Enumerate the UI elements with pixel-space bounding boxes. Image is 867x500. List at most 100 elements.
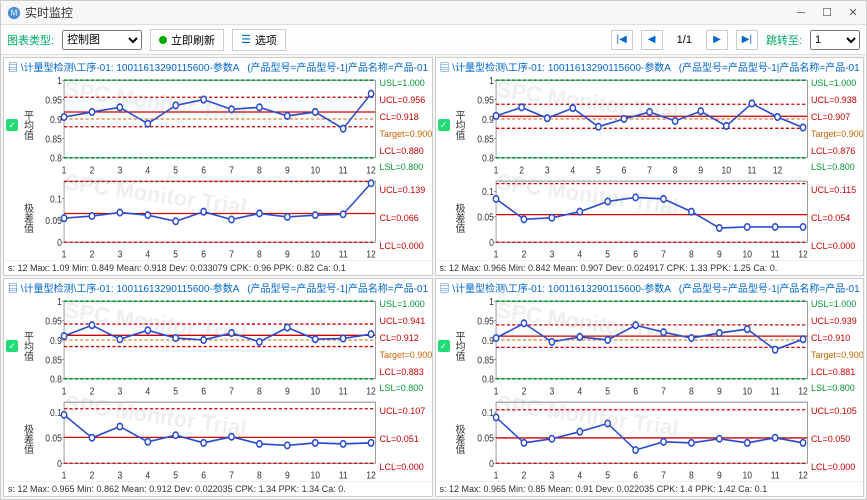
- panel-checkbox[interactable]: ✓: [438, 119, 450, 131]
- svg-text:7: 7: [229, 165, 234, 176]
- svg-text:0.9: 0.9: [481, 335, 493, 347]
- limit-label-ucl: UCL=0.956: [380, 95, 432, 105]
- svg-text:11: 11: [339, 248, 348, 260]
- svg-text:0.9: 0.9: [50, 114, 62, 126]
- chart-type-label: 图表类型:: [7, 32, 54, 48]
- close-button[interactable]: ✕: [846, 6, 860, 20]
- limit-label-cl: CL=0.912: [380, 333, 432, 343]
- options-button[interactable]: ☰ 选项: [232, 29, 286, 51]
- svg-text:11: 11: [339, 165, 348, 176]
- limit-label-cl: CL=0.054: [811, 213, 863, 223]
- svg-text:0.85: 0.85: [45, 355, 62, 367]
- svg-text:2: 2: [90, 386, 95, 397]
- page-indicator: 1/1: [671, 34, 698, 46]
- svg-text:12: 12: [798, 248, 808, 260]
- svg-text:1: 1: [57, 75, 62, 87]
- refresh-dot-icon: [159, 36, 167, 44]
- limit-labels-top: USL=1.000UCL=0.956CL=0.918Target=0.900LC…: [378, 75, 432, 176]
- app-icon: M: [7, 6, 21, 20]
- limit-label-ucl: UCL=0.115: [811, 185, 863, 195]
- svg-text:4: 4: [577, 469, 582, 481]
- minimize-button[interactable]: ─: [794, 6, 808, 20]
- svg-text:6: 6: [621, 165, 626, 176]
- svg-text:9: 9: [716, 386, 721, 397]
- chart-type-select[interactable]: 控制图: [62, 30, 142, 50]
- svg-text:0.85: 0.85: [477, 134, 494, 146]
- svg-text:7: 7: [661, 248, 666, 260]
- svg-text:9: 9: [285, 469, 290, 481]
- limit-labels-bottom: UCL=0.105CL=0.050LCL=0.000: [809, 397, 863, 481]
- limit-label-target: Target=0.900: [811, 129, 863, 139]
- svg-text:8: 8: [257, 165, 262, 176]
- limit-label-ucl: UCL=0.105: [811, 406, 863, 416]
- limit-labels-bottom: UCL=0.107CL=0.051LCL=0.000: [378, 397, 432, 481]
- svg-text:7: 7: [229, 469, 234, 481]
- svg-text:M: M: [11, 8, 18, 17]
- svg-text:11: 11: [770, 469, 779, 481]
- panel-checkbox[interactable]: ✓: [6, 119, 18, 131]
- stats-line: s: 12 Max: 1.09 Min: 0.849 Mean: 0.918 D…: [4, 260, 432, 275]
- nav-last-button[interactable]: ▶|: [736, 30, 758, 50]
- svg-text:10: 10: [742, 386, 752, 397]
- jump-select[interactable]: 1: [810, 30, 860, 50]
- limit-label-usl: USL=1.000: [380, 299, 432, 309]
- svg-text:8: 8: [257, 469, 262, 481]
- y-axis-label-bottom: 极差值: [451, 424, 466, 454]
- svg-text:0.8: 0.8: [50, 153, 62, 165]
- limit-label-cl: CL=0.910: [811, 333, 863, 343]
- nav-first-button[interactable]: |◀: [611, 30, 633, 50]
- svg-text:7: 7: [647, 165, 652, 176]
- limit-label-lcl: LCL=0.000: [380, 462, 432, 472]
- refresh-button[interactable]: 立即刷新: [150, 29, 224, 51]
- svg-text:0.95: 0.95: [45, 95, 62, 107]
- svg-text:4: 4: [145, 248, 150, 260]
- limit-labels-top: USL=1.000UCL=0.938CL=0.907Target=0.900LC…: [809, 75, 863, 176]
- nav-next-button[interactable]: ▶: [706, 30, 728, 50]
- svg-text:0.95: 0.95: [45, 316, 62, 328]
- svg-text:7: 7: [229, 386, 234, 397]
- svg-text:6: 6: [201, 469, 206, 481]
- svg-text:0.1: 0.1: [481, 406, 493, 418]
- svg-text:12: 12: [366, 165, 376, 176]
- limit-label-ucl: UCL=0.107: [380, 406, 432, 416]
- svg-text:9: 9: [285, 165, 290, 176]
- limit-label-lsl: LSL=0.800: [380, 162, 432, 172]
- limit-label-cl: CL=0.066: [380, 213, 432, 223]
- limit-label-ucl: UCL=0.941: [380, 316, 432, 326]
- svg-text:0.8: 0.8: [50, 374, 62, 386]
- svg-text:5: 5: [173, 248, 178, 260]
- limit-label-ucl: UCL=0.938: [811, 95, 863, 105]
- limit-labels-top: USL=1.000UCL=0.941CL=0.912Target=0.900LC…: [378, 296, 432, 397]
- panel-checkbox[interactable]: ✓: [438, 340, 450, 352]
- maximize-button[interactable]: ☐: [820, 6, 834, 20]
- y-axis-label-top: 平均值: [451, 110, 466, 140]
- y-axis-label-top: 平均值: [20, 331, 35, 361]
- limit-label-ucl: UCL=0.139: [380, 185, 432, 195]
- svg-text:5: 5: [605, 469, 610, 481]
- svg-text:9: 9: [285, 386, 290, 397]
- limit-label-target: Target=0.900: [380, 129, 432, 139]
- svg-text:1: 1: [57, 296, 62, 308]
- app-window: M 实时监控 ─ ☐ ✕ 图表类型: 控制图 立即刷新 ☰ 选项 |◀ ◀ 1/…: [0, 0, 867, 500]
- panel-checkbox[interactable]: ✓: [6, 340, 18, 352]
- doc-icon: ▤: [440, 284, 450, 295]
- svg-text:2: 2: [90, 248, 95, 260]
- svg-text:9: 9: [716, 469, 721, 481]
- panel-title: ▤ \计量型检测\工序-01: 10011613290115600-参数A (产…: [436, 279, 864, 296]
- svg-text:1: 1: [489, 296, 494, 308]
- limit-label-usl: USL=1.000: [811, 299, 863, 309]
- svg-text:1: 1: [62, 165, 67, 176]
- range-chart: 00.050.1123456789101112 SPC Monitor Tria…: [466, 176, 810, 260]
- svg-text:6: 6: [201, 248, 206, 260]
- doc-icon: ▤: [8, 284, 18, 295]
- svg-text:5: 5: [605, 386, 610, 397]
- svg-text:3: 3: [117, 386, 122, 397]
- jump-label: 跳转至:: [766, 32, 802, 48]
- svg-text:4: 4: [145, 386, 150, 397]
- svg-text:0.95: 0.95: [477, 95, 494, 107]
- range-chart: 00.050.1123456789101112 SPC Monitor Tria…: [34, 397, 378, 481]
- svg-text:0.1: 0.1: [481, 185, 493, 197]
- xbar-chart: 0.80.850.90.951123456789101112 SPC Monit…: [466, 75, 810, 176]
- svg-text:10: 10: [310, 248, 320, 260]
- nav-prev-button[interactable]: ◀: [641, 30, 663, 50]
